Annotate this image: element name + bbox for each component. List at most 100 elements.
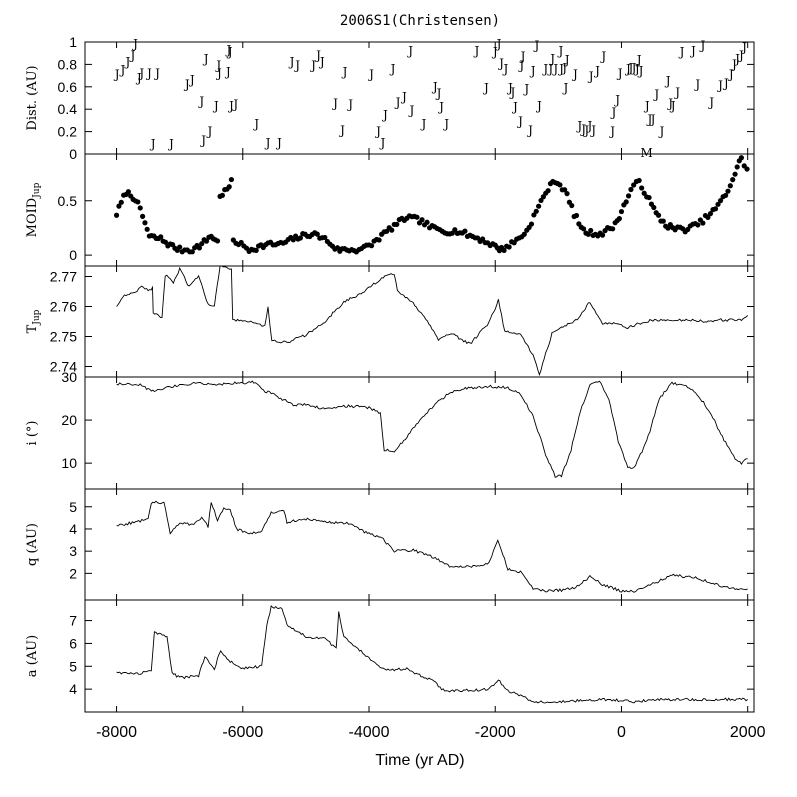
tjup-y-axis-label: TJup: [25, 309, 42, 333]
encounter-mark-J: J: [535, 99, 542, 113]
moid-point: [712, 206, 719, 212]
dist-ytick-label: 0.8: [58, 56, 78, 72]
encounter-mark-J: J: [367, 67, 374, 81]
encounter-mark-J: J: [522, 82, 529, 96]
encounter-mark-J: J: [575, 119, 582, 133]
encounter-mark-J: J: [693, 78, 700, 92]
moid-point: [214, 238, 221, 244]
moid-ytick-label: 0: [69, 247, 77, 263]
moid-ytick-label: 0.5: [58, 193, 78, 209]
a-series-line: [116, 604, 748, 704]
moid-point: [533, 208, 539, 214]
moid-point: [113, 212, 120, 218]
moid-point: [125, 189, 131, 195]
incl-ytick-label: 20: [61, 412, 77, 428]
moid-point: [424, 219, 430, 225]
panel-moid: 0 0.5 MOIDJup: [25, 153, 755, 267]
moid-point: [322, 234, 328, 241]
moid-point: [562, 187, 568, 193]
encounter-mark-J: J: [727, 67, 734, 81]
encounter-mark-J: J: [511, 100, 518, 114]
tjup-frame: [84, 265, 755, 378]
moid-point: [452, 227, 458, 233]
encounter-mark-J: J: [131, 37, 138, 51]
encounter-mark-J: J: [541, 62, 548, 76]
q-ytick-label: 2: [69, 565, 77, 581]
encounter-mark-J: J: [389, 62, 396, 76]
encounter-mark-J: J: [442, 117, 449, 131]
encounter-mark-J: J: [519, 50, 526, 64]
encounter-mark-J: J: [153, 66, 160, 80]
encounter-mark-J: J: [698, 38, 705, 52]
encounter-mark-J: J: [733, 52, 740, 66]
encounter-mark-J: J: [394, 95, 401, 109]
moid-point: [725, 188, 731, 194]
encounter-mark-J: J: [609, 106, 616, 120]
encounter-mark-J: J: [491, 45, 498, 59]
a-y-axis-label: a (AU): [25, 635, 40, 677]
encounter-mark-J: J: [167, 137, 174, 151]
moid-point: [253, 247, 259, 253]
incl-ytick-label: 10: [61, 455, 77, 471]
moid-point: [734, 164, 740, 170]
encounter-mark-J: J: [318, 55, 325, 69]
encounter-mark-J: J: [730, 57, 737, 71]
encounter-mark-J: J: [227, 99, 234, 113]
encounter-mark-J: J: [374, 125, 381, 139]
moid-point: [297, 235, 303, 241]
moid-point: [162, 239, 169, 245]
moid-point: [144, 226, 150, 232]
encounter-mark-J: J: [546, 62, 553, 76]
moid-point: [511, 240, 517, 246]
encounter-mark-J: J: [408, 103, 415, 117]
encounter-mark-J: J: [599, 50, 606, 64]
x-tick-label: -4000: [349, 724, 390, 741]
encounter-mark-J: J: [197, 94, 204, 108]
moid-point: [738, 155, 744, 161]
q-series-line: [116, 500, 748, 593]
encounter-mark-J: J: [214, 59, 221, 73]
encounter-mark-J: J: [264, 136, 271, 150]
encounter-mark-J: J: [563, 53, 570, 67]
moid-point: [715, 201, 721, 207]
encounter-mark-J: J: [562, 81, 569, 95]
encounter-mark-J: J: [673, 85, 680, 99]
moid-point: [651, 204, 657, 211]
moid-point: [618, 208, 625, 215]
encounter-mark-J: J: [517, 59, 524, 73]
moid-point: [219, 192, 225, 198]
encounter-mark-J: J: [551, 62, 558, 76]
moid-point: [169, 242, 176, 248]
moid-point: [625, 193, 632, 199]
encounter-mark-J: J: [314, 48, 321, 62]
dist-ytick-label: 0.6: [58, 79, 78, 95]
moid-point: [414, 214, 420, 220]
encounter-mark-J: J: [145, 66, 152, 80]
encounter-mark-J: J: [400, 90, 407, 104]
incl-series-line: [116, 380, 748, 478]
moid-point: [480, 236, 486, 242]
moid-point: [646, 194, 652, 201]
moid-point: [139, 213, 146, 219]
panel-tjup: 2.74 2.75 2.76 2.77 TJup: [25, 265, 755, 378]
encounter-mark-J: J: [516, 115, 523, 129]
tjup-ytick-label: 2.75: [50, 329, 77, 345]
encounter-mark-J: J: [652, 88, 659, 102]
encounter-mark-J: J: [199, 134, 206, 148]
moid-point: [118, 199, 124, 205]
encounter-mark-J: J: [288, 55, 295, 69]
encounter-mark-J: J: [431, 80, 438, 94]
moid-point: [545, 188, 551, 194]
encounter-mark-J: J: [188, 73, 195, 87]
encounter-mark-J: J: [137, 66, 144, 80]
a-ytick-label: 4: [69, 681, 77, 697]
q-y-axis-label: q (AU): [25, 523, 40, 566]
moid-point: [199, 241, 205, 247]
encounter-mark-J: J: [497, 56, 504, 70]
q-ytick-label: 5: [69, 499, 77, 515]
moid-point: [641, 190, 647, 196]
a-ytick-label: 7: [69, 613, 77, 629]
moid-point: [744, 166, 750, 172]
encounter-mark-J: J: [124, 55, 131, 69]
moid-point: [717, 198, 724, 204]
